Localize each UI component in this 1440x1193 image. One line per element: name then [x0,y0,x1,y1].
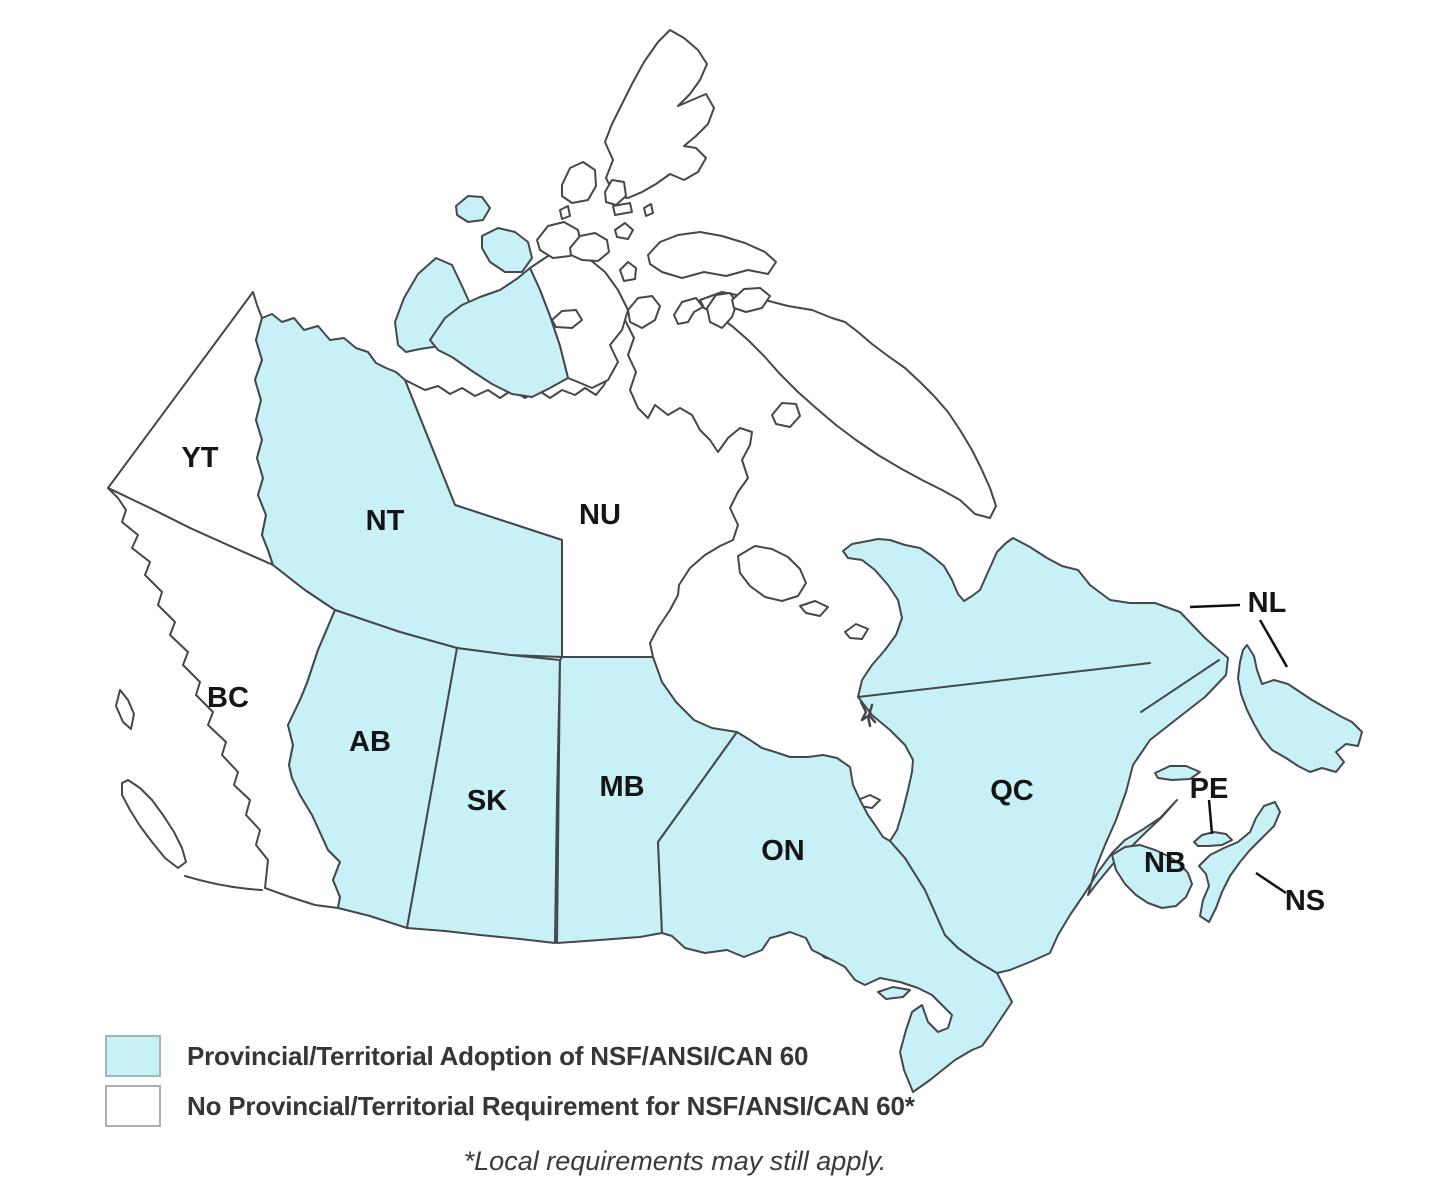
prince-charles-island [771,402,801,428]
arctic-island-g [706,292,738,329]
arctic-island-b [604,179,627,206]
arctic-island-h [551,309,583,329]
ellesmere-island [604,29,715,199]
region-ab [287,609,458,929]
arctic-island-c [612,202,633,216]
qc-nl-border-line-2 [1140,659,1220,713]
arctic-island-a [561,161,597,204]
region-sk [406,647,561,944]
cornwallis-island [619,261,637,282]
legend-row-not-required: No Provincial/Territorial Requirement fo… [105,1085,915,1127]
region-label-nu: NU [579,499,621,531]
footnote: *Local requirements may still apply. [463,1146,887,1176]
haida-gwaii-island [115,689,135,730]
region-label-qc: QC [990,775,1034,807]
region-ns [1198,801,1281,923]
region-label-nt: NT [366,505,405,537]
bylot-island [731,287,771,313]
region-label-bc: BC [207,682,249,714]
region-qc [842,537,1229,974]
region-label-mb: MB [599,771,644,803]
vancouver-island [121,779,187,869]
region-pe [1193,831,1233,847]
region-label-pe: PE [1190,773,1229,805]
region-label-yt: YT [181,442,218,474]
legend-swatch-not-required [105,1085,161,1127]
belcher-islands-2 [867,703,877,724]
region-label-ab: AB [349,726,391,758]
nl-leader-south [1258,619,1289,668]
arctic-island-e [643,203,654,217]
region-label-sk: SK [467,785,507,817]
nw-island-1 [455,195,491,223]
region-label-nl: NL [1248,587,1287,619]
legend-label-not-required: No Provincial/Territorial Requirement fo… [187,1090,915,1121]
region-nl [1237,644,1363,773]
somerset-island [627,295,661,329]
region-label-on: ON [761,835,805,867]
pe-leader [1207,799,1214,835]
region-nu [404,307,753,658]
nw-island-2 [481,227,533,273]
bathurst-island [569,232,610,262]
baffin-island [699,291,997,519]
region-on [657,731,1013,1093]
nl-leader-west [1189,603,1241,609]
legend-label-adopted: Provincial/Territorial Adoption of NSF/A… [187,1040,809,1071]
ns-leader [1255,871,1287,895]
legend-swatch-adopted [105,1035,161,1077]
anticosti-island [1154,765,1201,781]
region-label-nb: NB [1144,847,1186,879]
region-label-ns: NS [1285,885,1325,917]
belcher-islands [859,700,872,728]
region-nb [1111,844,1193,909]
mansel-island [844,623,869,640]
manitoulin-island [877,986,911,1000]
legend: Provincial/Territorial Adoption of NSF/A… [105,1035,915,1135]
victoria-island-west [429,267,569,398]
legend-row-adopted: Provincial/Territorial Adoption of NSF/A… [105,1035,915,1077]
southampton-island [737,545,807,602]
coats-island [799,600,829,617]
qc-nl-border-line [857,662,1151,698]
us-border-west-line [184,875,263,891]
region-mb [556,656,738,944]
devon-island [647,231,777,279]
prince-of-wales-island [673,297,704,325]
arctic-island-d [559,205,571,220]
arctic-island-f [614,222,634,240]
